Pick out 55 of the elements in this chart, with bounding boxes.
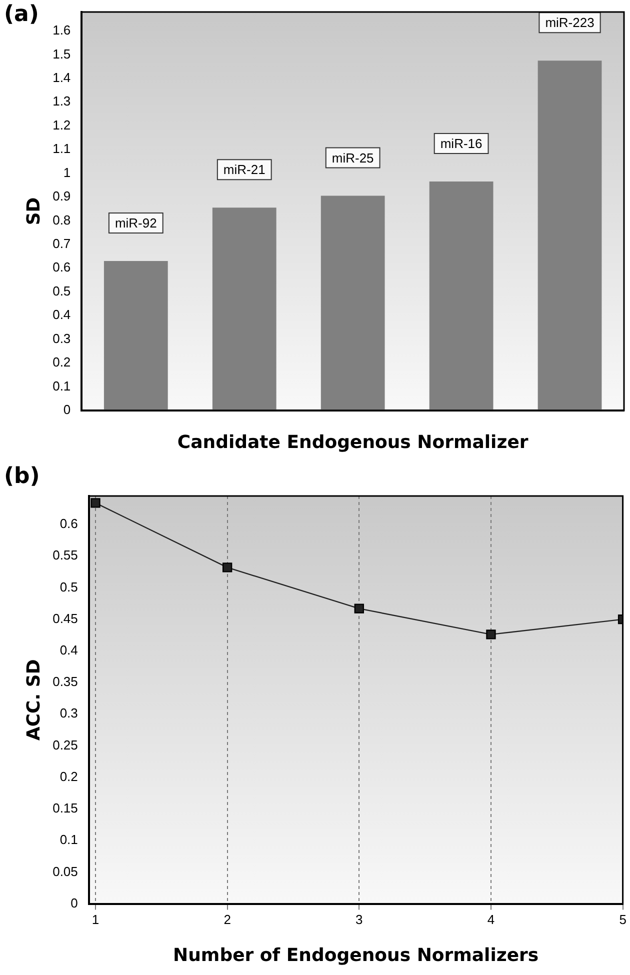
bar: [320, 196, 385, 410]
y-tick-label: 0.35: [52, 674, 78, 690]
y-tick-label: 0.1: [52, 378, 71, 394]
x-tick-label: miR-25: [332, 150, 374, 166]
x-tick-label: miR-92: [114, 216, 157, 231]
bar: [104, 261, 168, 410]
y-axis-title: SD: [23, 197, 44, 226]
y-tick-label: 0.9: [52, 188, 71, 204]
y-tick-label: 1.3: [52, 94, 71, 109]
chart-title: (a): [4, 2, 39, 27]
y-tick-label: 1.5: [52, 46, 71, 62]
x-tick-label: miR-16: [440, 136, 482, 152]
point: [354, 604, 364, 614]
y-tick-label: 0.5: [60, 579, 78, 594]
point: [486, 630, 496, 640]
y-tick-label: 0.4: [60, 642, 78, 658]
y-tick-label: 0: [63, 402, 71, 417]
y-tick-label: 1: [63, 164, 71, 180]
y-tick-label: 0.1: [60, 832, 78, 848]
y-tick-label: 0.3: [52, 330, 71, 346]
x-axis-title: Number of Endogenous Normalizers: [173, 944, 539, 966]
y-tick-label: 0.6: [52, 260, 71, 275]
chart-title: (b): [4, 464, 40, 489]
y-tick-label: 0.55: [52, 548, 78, 563]
y-tick-label: 0.45: [52, 610, 78, 626]
y-tick-label: 0.2: [52, 354, 71, 370]
x-tick-label: miR-223: [545, 15, 594, 30]
x-axis-title: Candidate Endogenous Normalizer: [177, 432, 528, 453]
y-tick-label: 0.2: [60, 768, 78, 784]
y-tick-label: 0: [70, 895, 78, 910]
x-tick-label: 5: [619, 912, 626, 928]
y-tick-label: 0.7: [52, 236, 71, 251]
x-tick-label: 1: [92, 912, 100, 928]
y-tick-label: 0.8: [52, 212, 71, 228]
y-tick-label: 0.5: [52, 283, 71, 298]
bar: [538, 60, 602, 410]
y-tick-label: 0.6: [60, 516, 78, 532]
y-tick-label: 0.4: [52, 307, 71, 322]
x-tick-label: 4: [487, 912, 495, 928]
bar: [429, 182, 494, 410]
y-tick-label: 1.2: [52, 117, 71, 132]
y-tick-label: 0.05: [52, 864, 78, 879]
y-tick-label: 0.3: [60, 706, 78, 721]
x-tick-label: 2: [224, 912, 231, 928]
y-axis-title: ACC. SD: [23, 659, 44, 741]
bar: [212, 208, 276, 410]
y-tick-label: 1.4: [52, 70, 71, 85]
point: [90, 498, 100, 508]
y-tick-label: 0.15: [52, 800, 78, 816]
x-tick-label: miR-21: [223, 162, 266, 178]
y-tick-label: 0.25: [52, 737, 78, 752]
x-tick-label: 3: [356, 912, 363, 928]
y-tick-label: 1.1: [52, 141, 71, 156]
y-tick-label: 1.6: [52, 22, 71, 38]
point: [222, 562, 232, 572]
